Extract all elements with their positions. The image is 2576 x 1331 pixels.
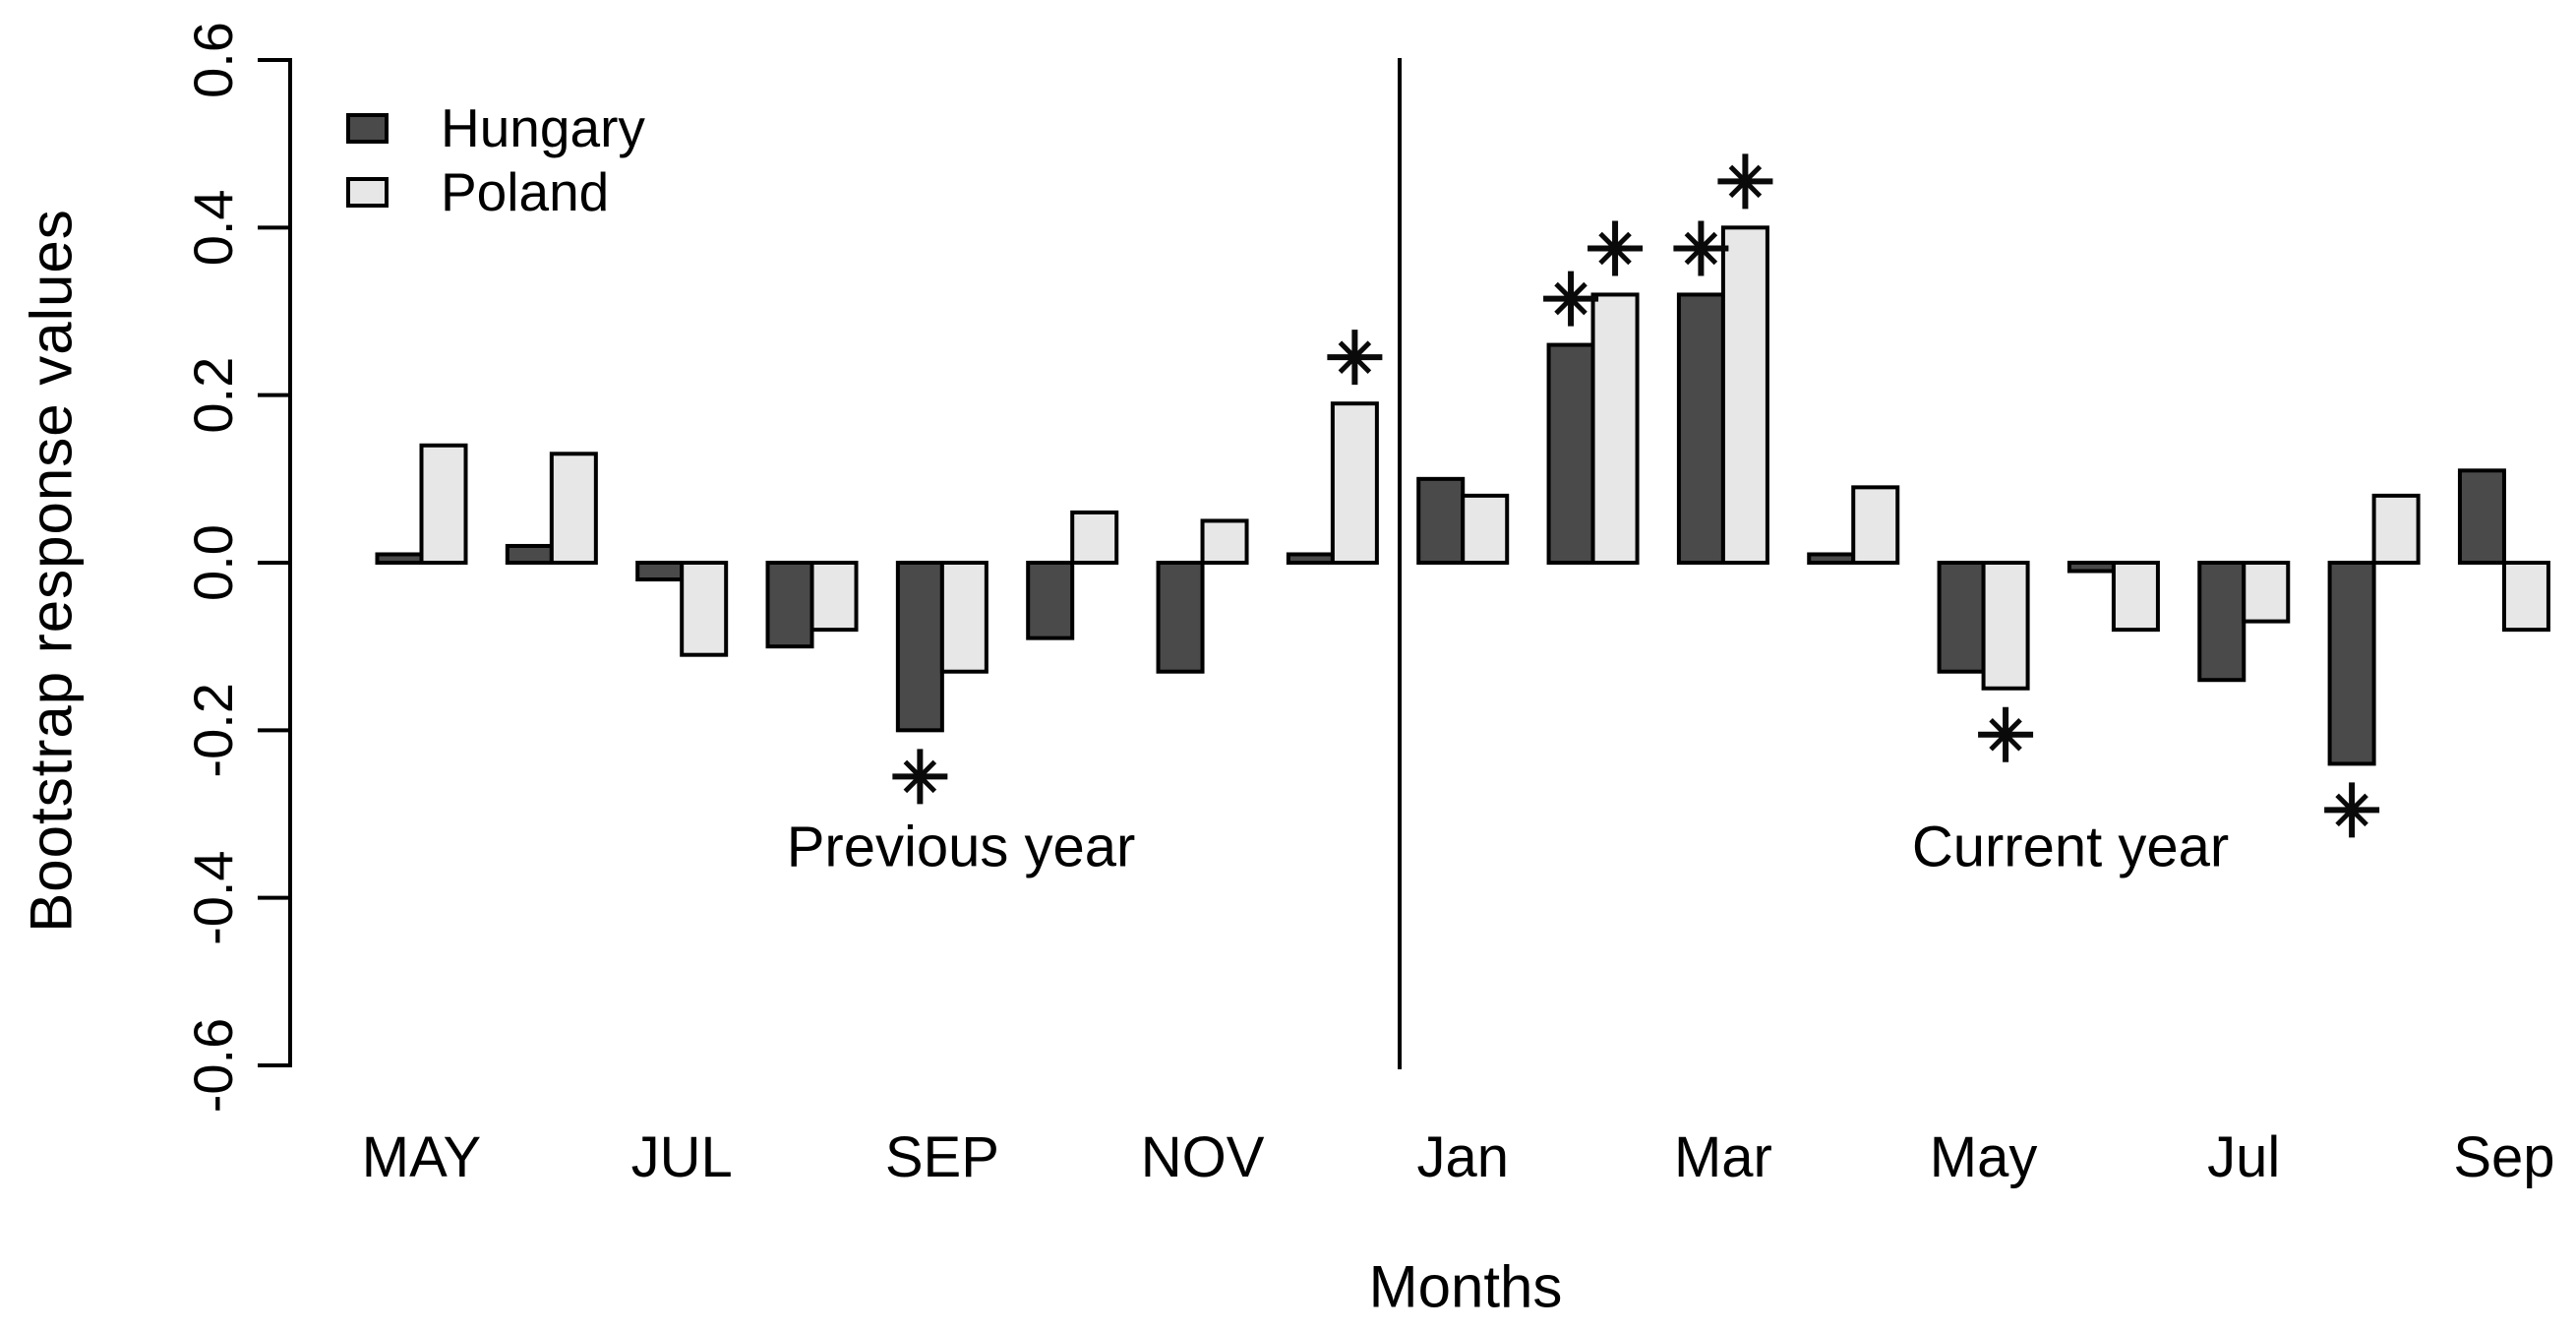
bar-poland-feb-9 [1590,292,1640,565]
annotation-previous-year: Previous year [786,815,1136,879]
star-center [1348,350,1362,365]
significance-star-poland-may-12 [1978,706,2034,762]
bar-poland-sep-16 [2501,561,2550,633]
bar-hungary-jan-8 [1416,476,1466,566]
y-tick-label-0.2: 0.2 [182,357,244,434]
y-tick-label-0.0: 0.0 [182,524,244,601]
bar-hungary-sep-4 [895,561,944,733]
bar-poland-jul-14 [2242,561,2291,624]
x-tick-label-Jan: Jan [1416,1125,1509,1189]
bar-poland-aug-3 [809,561,859,633]
bar-poland-oct-5 [1070,510,1119,565]
bar-poland-jul-2 [680,561,729,657]
star-center [1738,174,1753,189]
bar-hungary-aug-15 [2327,561,2376,766]
significance-star-hungary-mar-10 [1673,220,1729,276]
star-center [1608,241,1623,256]
significance-star-poland-dec-7 [1327,330,1383,386]
bar-hungary-jul-14 [2197,561,2247,683]
y-tick-label-0.4: 0.4 [182,189,244,266]
star-center [1564,291,1579,306]
significance-star-poland-mar-10 [1717,153,1773,210]
bar-poland-dec-7 [1330,401,1379,566]
y-tick-label--0.6: -0.6 [182,1018,244,1114]
legend-item-poland: Poland [346,161,645,222]
bar-hungary-nov-6 [1156,561,1205,674]
y-axis-title: Bootstrap response values [18,209,85,933]
y-tick-label--0.4: -0.4 [182,850,244,945]
bar-hungary-jul-2 [635,561,685,582]
significance-star-poland-feb-9 [1588,220,1644,276]
legend-label-hungary: Hungary [441,97,645,158]
bar-poland-jun-1 [549,452,598,565]
legend-swatch-hungary-icon [346,113,389,144]
x-tick-label-Jul: Jul [2207,1125,2280,1189]
y-tick-label--0.2: -0.2 [182,683,244,778]
bar-poland-jan-8 [1461,493,1510,565]
star-center [913,769,928,784]
x-tick-label-NOV: NOV [1141,1125,1265,1189]
bar-poland-apr-11 [1851,485,1900,565]
bar-poland-sep-4 [939,561,988,674]
bar-poland-may-12 [1981,561,2030,691]
significance-star-hungary-sep-4 [892,749,948,805]
bar-poland-mar-10 [1720,225,1769,565]
bar-poland-jun-13 [2111,561,2160,633]
star-center [2345,803,2360,817]
x-tick-label-JUL: JUL [631,1125,733,1189]
legend: Hungary Poland [346,97,645,237]
legend-swatch-poland-icon [346,177,389,208]
legend-label-poland: Poland [441,161,610,222]
annotation-current-year: Current year [1911,815,2230,879]
star-center [1694,241,1708,256]
bar-hungary-may-12 [1937,561,1986,674]
bar-hungary-jun-13 [2067,561,2116,574]
bar-hungary-feb-9 [1546,342,1595,565]
bar-poland-nov-6 [1200,518,1249,566]
x-tick-label-SEP: SEP [885,1125,999,1189]
bar-hungary-sep-16 [2457,468,2506,566]
significance-star-hungary-aug-15 [2324,782,2380,838]
y-tick-label-0.6: 0.6 [182,22,244,98]
x-axis-title: Months [1368,1253,1563,1320]
bar-hungary-aug-3 [765,561,814,649]
x-tick-label-Mar: Mar [1674,1125,1772,1189]
legend-item-hungary: Hungary [346,97,645,158]
bar-hungary-jun-1 [505,543,554,566]
bar-hungary-oct-5 [1026,561,1075,640]
x-tick-label-MAY: MAY [362,1125,481,1189]
bar-poland-aug-15 [2371,493,2421,565]
star-center [1999,727,2013,742]
bar-hungary-dec-7 [1286,552,1335,565]
bar-hungary-apr-11 [1807,552,1856,565]
bar-hungary-mar-10 [1676,292,1725,565]
x-tick-label-May: May [1930,1125,2038,1189]
significance-star-hungary-feb-9 [1543,271,1599,327]
bar-hungary-may-0 [375,552,424,565]
x-tick-label-Sep: Sep [2453,1125,2554,1189]
bar-poland-may-0 [419,443,468,566]
